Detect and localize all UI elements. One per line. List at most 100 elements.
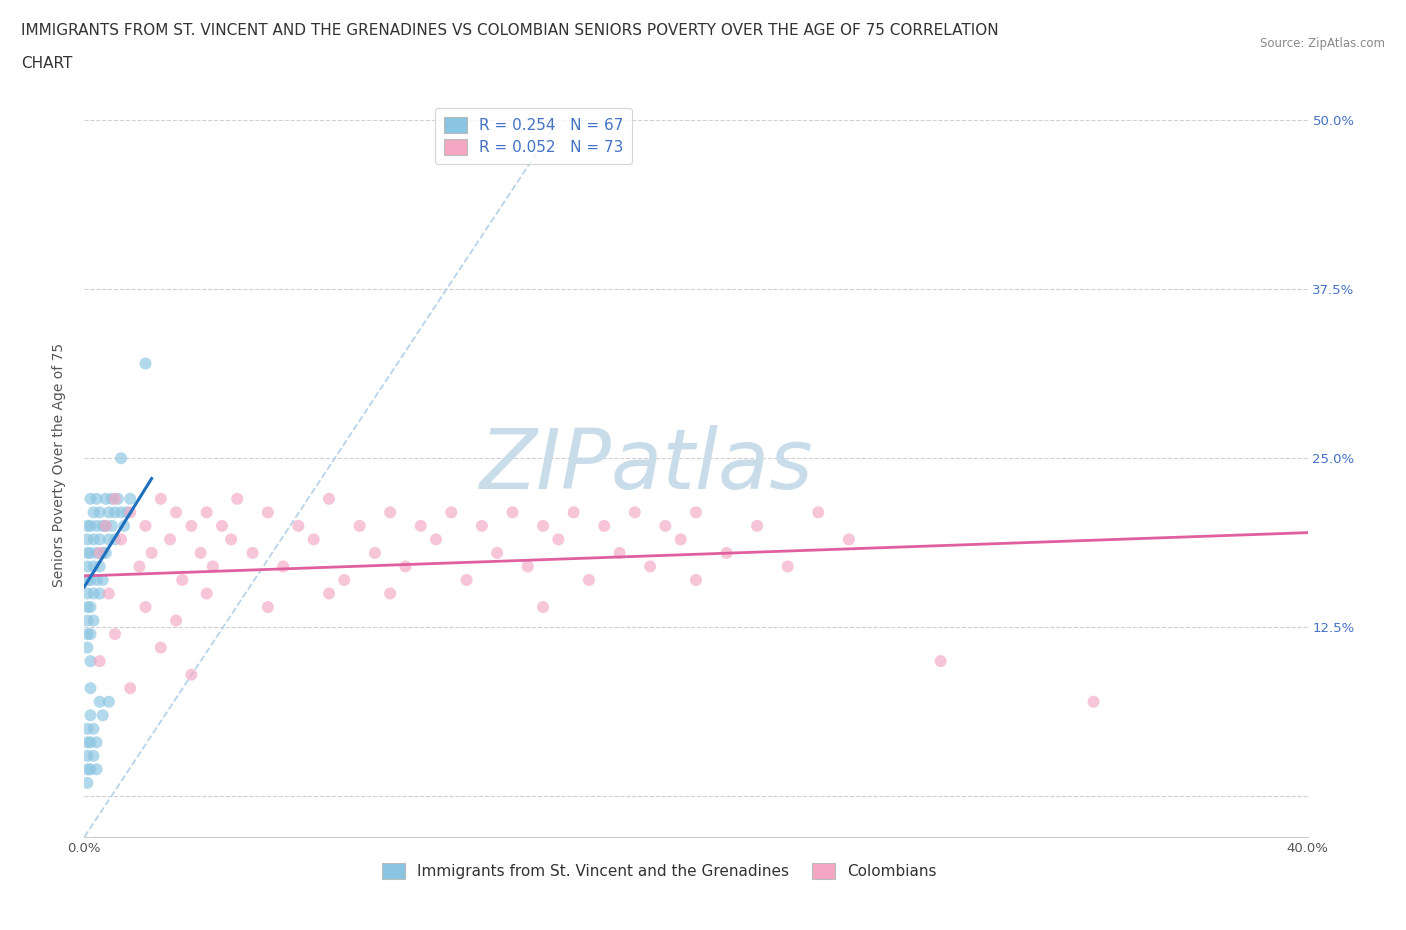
Point xyxy=(76,586,98,601)
Point xyxy=(486,546,509,561)
Point xyxy=(91,546,114,561)
Point xyxy=(104,505,127,520)
Point xyxy=(115,505,138,520)
Point xyxy=(380,586,402,601)
Point xyxy=(79,546,101,561)
Point xyxy=(97,505,120,520)
Point xyxy=(86,735,108,750)
Point xyxy=(440,505,463,520)
Point xyxy=(638,559,661,574)
Point xyxy=(76,627,98,642)
Point xyxy=(83,505,105,520)
Text: Source: ZipAtlas.com: Source: ZipAtlas.com xyxy=(1260,37,1385,50)
Point xyxy=(94,546,117,561)
Text: CHART: CHART xyxy=(21,56,73,71)
Point xyxy=(101,518,124,533)
Point xyxy=(94,518,117,533)
Point xyxy=(76,613,98,628)
Point xyxy=(929,654,952,669)
Point xyxy=(104,532,127,547)
Point xyxy=(593,518,616,533)
Point xyxy=(195,505,218,520)
Point xyxy=(211,518,233,533)
Point xyxy=(120,505,142,520)
Point xyxy=(456,573,478,588)
Y-axis label: Seniors Poverty Over the Age of 75: Seniors Poverty Over the Age of 75 xyxy=(52,343,66,587)
Point xyxy=(79,708,101,723)
Point xyxy=(685,573,707,588)
Point xyxy=(79,654,101,669)
Point xyxy=(425,532,447,547)
Point xyxy=(86,491,108,506)
Point xyxy=(135,518,157,533)
Point xyxy=(79,573,101,588)
Point xyxy=(86,518,108,533)
Point xyxy=(669,532,692,547)
Point xyxy=(302,532,325,547)
Point xyxy=(86,762,108,777)
Point xyxy=(91,708,114,723)
Point xyxy=(578,573,600,588)
Text: ZIPatlas: ZIPatlas xyxy=(481,424,814,506)
Point xyxy=(128,559,150,574)
Point xyxy=(318,586,340,601)
Point xyxy=(112,518,135,533)
Point xyxy=(83,559,105,574)
Point xyxy=(219,532,242,547)
Point xyxy=(141,546,163,561)
Point xyxy=(562,505,585,520)
Point xyxy=(180,518,202,533)
Point xyxy=(76,735,98,750)
Point xyxy=(76,518,98,533)
Point xyxy=(76,532,98,547)
Point xyxy=(502,505,524,520)
Point xyxy=(76,749,98,764)
Point xyxy=(807,505,830,520)
Point xyxy=(76,559,98,574)
Point xyxy=(257,600,280,615)
Point xyxy=(94,491,117,506)
Point xyxy=(149,491,172,506)
Point xyxy=(195,586,218,601)
Point xyxy=(89,559,111,574)
Point xyxy=(89,654,111,669)
Point xyxy=(776,559,799,574)
Point xyxy=(471,518,494,533)
Point xyxy=(91,518,114,533)
Point xyxy=(97,695,120,710)
Point xyxy=(318,491,340,506)
Point xyxy=(654,518,676,533)
Point xyxy=(101,491,124,506)
Point xyxy=(79,491,101,506)
Point xyxy=(76,722,98,737)
Point xyxy=(76,600,98,615)
Point xyxy=(685,505,707,520)
Point xyxy=(97,586,120,601)
Point xyxy=(380,505,402,520)
Point xyxy=(86,546,108,561)
Point xyxy=(79,518,101,533)
Point xyxy=(547,532,569,547)
Point xyxy=(190,546,212,561)
Point xyxy=(83,613,105,628)
Point xyxy=(149,640,172,655)
Point xyxy=(83,586,105,601)
Point xyxy=(76,546,98,561)
Point xyxy=(89,532,111,547)
Point xyxy=(76,640,98,655)
Point xyxy=(107,491,129,506)
Point xyxy=(226,491,249,506)
Point xyxy=(349,518,371,533)
Point xyxy=(716,546,738,561)
Point xyxy=(110,532,132,547)
Point xyxy=(104,627,127,642)
Point xyxy=(89,546,111,561)
Point xyxy=(242,546,264,561)
Point xyxy=(159,532,181,547)
Point xyxy=(83,749,105,764)
Point xyxy=(165,613,187,628)
Point xyxy=(531,518,554,533)
Point xyxy=(201,559,224,574)
Point xyxy=(83,532,105,547)
Point xyxy=(79,735,101,750)
